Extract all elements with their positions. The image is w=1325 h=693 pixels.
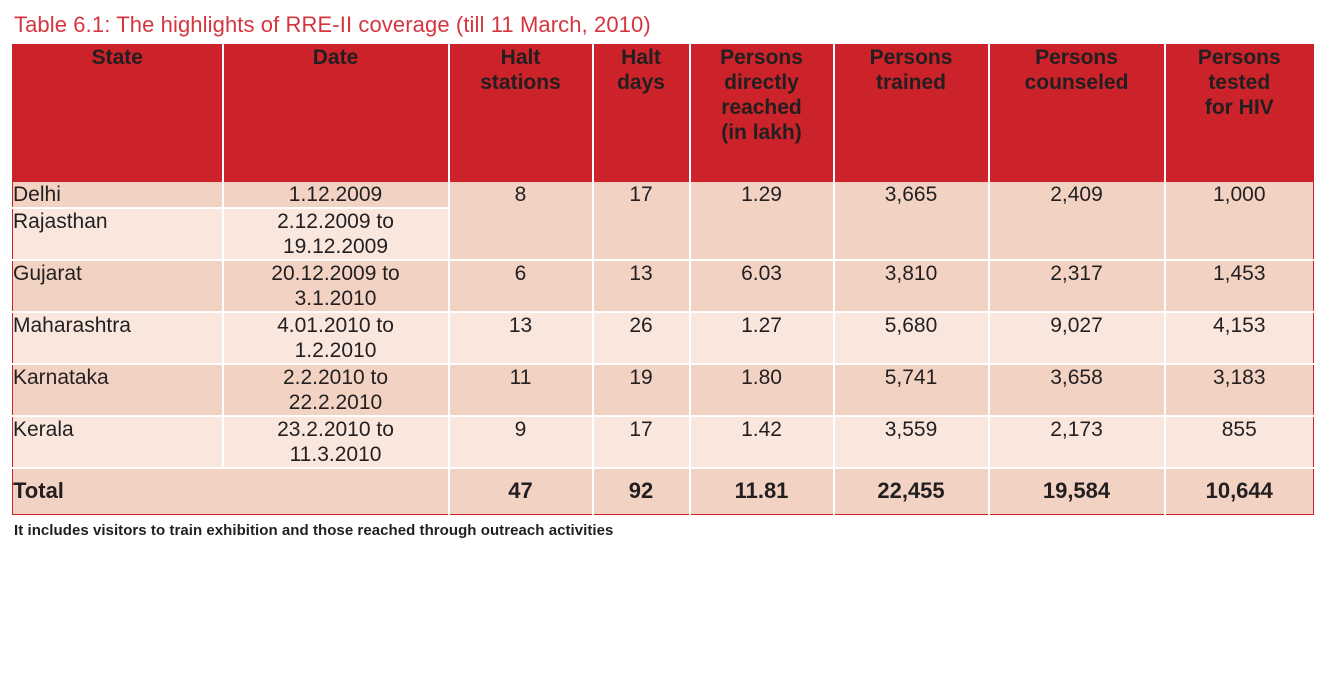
table-row: Delhi 1.12.2009 8 17 1.29 3,665 2,409 1,… bbox=[12, 181, 1314, 261]
date-line: 1.12.2009 bbox=[288, 182, 383, 206]
header-line: counseled bbox=[1024, 71, 1129, 94]
cell-persons-tested-for-hiv: 4,153 bbox=[1164, 311, 1314, 365]
header-line: trained bbox=[875, 71, 946, 94]
cell-halt-stations: 9 bbox=[448, 415, 594, 469]
column-header-halt-stations: Halt stations bbox=[448, 44, 594, 182]
column-header-halt-days: Halt days bbox=[592, 44, 691, 182]
header-line: Persons bbox=[1035, 46, 1118, 69]
cell-total-persons-trained: 22,455 bbox=[833, 467, 990, 514]
header-line: Halt bbox=[500, 46, 541, 69]
date-line: 23.2.2010 to bbox=[277, 417, 394, 441]
cell-persons-trained: 3,665 bbox=[833, 181, 990, 261]
cell-persons-tested-for-hiv: 855 bbox=[1164, 415, 1314, 469]
header-line: (in lakh) bbox=[721, 121, 802, 144]
cell-persons-tested-for-hiv: 1,000 bbox=[1164, 181, 1314, 261]
cell-date: 20.12.2009 to 3.1.2010 bbox=[222, 259, 450, 313]
table-row: Rajasthan 2.12.2009 to 19.12.2009 bbox=[12, 207, 1314, 261]
date-line: 2.12.2009 to bbox=[277, 209, 394, 233]
cell-halt-days: 26 bbox=[592, 311, 691, 365]
header-line: days bbox=[617, 71, 665, 94]
header-line: stations bbox=[480, 71, 561, 94]
cell-state: Rajasthan bbox=[12, 207, 224, 261]
cell-date: 2.12.2009 to 19.12.2009 bbox=[222, 207, 450, 261]
cell-persons-trained: 3,559 bbox=[833, 415, 990, 469]
date-line: 2.2.2010 to bbox=[282, 365, 389, 389]
header-line: Persons bbox=[720, 46, 803, 69]
date-line: 19.12.2009 bbox=[282, 234, 389, 258]
cell-date: 1.12.2009 bbox=[222, 181, 450, 209]
cell-total-persons-counseled: 19,584 bbox=[988, 467, 1166, 514]
table-row: Maharashtra 4.01.2010 to 1.2.2010 13 26 … bbox=[12, 311, 1314, 365]
cell-total-halt-days: 92 bbox=[592, 467, 691, 514]
cell-persons-counseled: 3,658 bbox=[988, 363, 1166, 417]
cell-state: Gujarat bbox=[12, 259, 224, 313]
cell-date: 2.2.2010 to 22.2.2010 bbox=[222, 363, 450, 417]
table-row: Kerala 23.2.2010 to 11.3.2010 9 17 1.42 … bbox=[12, 415, 1314, 469]
header-line: State bbox=[91, 46, 143, 69]
cell-halt-days: 13 bbox=[592, 259, 691, 313]
cell-halt-stations: 13 bbox=[448, 311, 594, 365]
rre-coverage-table: State Date Halt stations Halt days Perso… bbox=[12, 44, 1314, 515]
header-line: for HIV bbox=[1204, 96, 1274, 119]
table-body: Delhi 1.12.2009 8 17 1.29 3,665 2,409 1,… bbox=[12, 181, 1314, 514]
cell-persons-counseled: 2,173 bbox=[988, 415, 1166, 469]
cell-persons-directly-reached: 1.29 bbox=[689, 181, 835, 261]
table-header: State Date Halt stations Halt days Perso… bbox=[12, 44, 1314, 182]
cell-halt-days: 17 bbox=[592, 415, 691, 469]
column-header-persons-directly-reached: Persons directly reached (in lakh) bbox=[689, 44, 835, 182]
header-line: reached bbox=[721, 96, 802, 119]
cell-persons-counseled: 2,317 bbox=[988, 259, 1166, 313]
cell-state: Karnataka bbox=[12, 363, 224, 417]
header-line: Persons bbox=[1197, 46, 1281, 69]
cell-total-label: Total bbox=[12, 467, 450, 514]
date-line: 11.3.2010 bbox=[289, 442, 382, 466]
table-footnote: It includes visitors to train exhibition… bbox=[14, 521, 614, 539]
table-row: Gujarat 20.12.2009 to 3.1.2010 6 13 6.03… bbox=[12, 259, 1314, 313]
header-line: Date bbox=[312, 46, 359, 69]
cell-persons-trained: 3,810 bbox=[833, 259, 990, 313]
header-line: directly bbox=[724, 71, 799, 94]
column-header-state: State bbox=[12, 44, 224, 182]
cell-halt-days: 19 bbox=[592, 363, 691, 417]
cell-persons-directly-reached: 1.27 bbox=[689, 311, 835, 365]
table-caption: Table 6.1: The highlights of RRE-II cove… bbox=[14, 12, 651, 37]
cell-persons-trained: 5,680 bbox=[833, 311, 990, 365]
cell-persons-tested-for-hiv: 1,453 bbox=[1164, 259, 1314, 313]
cell-state: Kerala bbox=[12, 415, 224, 469]
cell-total-persons-tested-for-hiv: 10,644 bbox=[1164, 467, 1314, 514]
cell-halt-stations: 11 bbox=[448, 363, 594, 417]
column-header-persons-tested-for-hiv: Persons tested for HIV bbox=[1164, 44, 1314, 182]
table-total-row: Total 47 92 11.81 22,455 19,584 10,644 bbox=[12, 467, 1314, 514]
cell-persons-counseled: 9,027 bbox=[988, 311, 1166, 365]
header-line: Persons bbox=[869, 46, 953, 69]
cell-persons-directly-reached: 1.80 bbox=[689, 363, 835, 417]
date-line: 3.1.2010 bbox=[294, 286, 377, 310]
cell-persons-directly-reached: 6.03 bbox=[689, 259, 835, 313]
cell-halt-stations: 8 bbox=[448, 181, 594, 261]
cell-persons-tested-for-hiv: 3,183 bbox=[1164, 363, 1314, 417]
column-header-date: Date bbox=[222, 44, 450, 182]
date-line: 20.12.2009 to bbox=[271, 261, 400, 285]
date-line: 22.2.2010 bbox=[288, 390, 383, 414]
cell-date: 4.01.2010 to 1.2.2010 bbox=[222, 311, 450, 365]
cell-halt-stations: 6 bbox=[448, 259, 594, 313]
cell-halt-days: 17 bbox=[592, 181, 691, 261]
header-line: tested bbox=[1208, 71, 1271, 94]
cell-state: Delhi bbox=[12, 181, 224, 209]
header-row: State Date Halt stations Halt days Perso… bbox=[12, 44, 1314, 182]
column-header-persons-trained: Persons trained bbox=[833, 44, 990, 182]
cell-date: 23.2.2010 to 11.3.2010 bbox=[222, 415, 450, 469]
date-line: 1.2.2010 bbox=[294, 338, 377, 362]
column-header-persons-counseled: Persons counseled bbox=[988, 44, 1166, 182]
cell-persons-directly-reached: 1.42 bbox=[689, 415, 835, 469]
cell-state: Maharashtra bbox=[12, 311, 224, 365]
cell-persons-counseled: 2,409 bbox=[988, 181, 1166, 261]
cell-total-persons-directly-reached: 11.81 bbox=[689, 467, 835, 514]
cell-persons-trained: 5,741 bbox=[833, 363, 990, 417]
header-line: Halt bbox=[621, 46, 661, 69]
date-line: 4.01.2010 to bbox=[277, 313, 394, 337]
cell-total-halt-stations: 47 bbox=[448, 467, 594, 514]
table-row: Karnataka 2.2.2010 to 22.2.2010 11 19 1.… bbox=[12, 363, 1314, 417]
